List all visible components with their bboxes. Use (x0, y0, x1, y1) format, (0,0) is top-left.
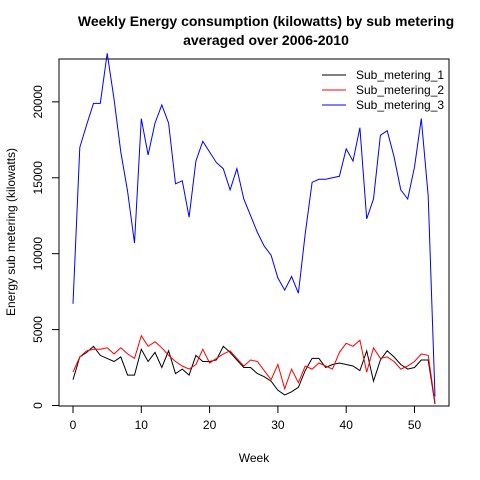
x-tick-label: 30 (271, 418, 285, 432)
x-axis-label: Week (239, 451, 270, 465)
y-axis: 0 5000 10000 15000 20000 (31, 85, 60, 409)
legend-item-2: Sub_metering_2 (322, 83, 444, 97)
y-tick-label: 15000 (31, 161, 45, 195)
x-tick-label: 20 (203, 418, 217, 432)
legend-label: Sub_metering_1 (356, 68, 444, 82)
y-tick-label: 0 (31, 402, 45, 409)
series-line-3 (72, 53, 436, 397)
legend-label: Sub_metering_3 (356, 98, 444, 112)
x-tick-label: 0 (70, 418, 77, 432)
y-axis-label: Energy sub metering (kilowatts) (4, 148, 18, 316)
x-tick-label: 10 (135, 418, 149, 432)
chart-subtitle: averaged over 2006-2010 (183, 32, 349, 48)
series-lines (72, 53, 436, 405)
y-tick-label: 10000 (31, 237, 45, 271)
x-axis: 0 10 20 30 40 50 (70, 405, 422, 432)
legend: Sub_metering_1Sub_metering_2Sub_metering… (322, 68, 444, 112)
legend-label: Sub_metering_2 (356, 83, 444, 97)
legend-item-3: Sub_metering_3 (322, 98, 444, 112)
chart-title: Weekly Energy consumption (kilowatts) by… (78, 13, 454, 29)
x-tick-label: 50 (408, 418, 422, 432)
series-line-1 (72, 345, 436, 405)
y-tick-label: 20000 (31, 85, 45, 119)
x-tick-label: 40 (340, 418, 354, 432)
series-line-2 (72, 334, 436, 403)
y-tick-label: 5000 (31, 316, 45, 343)
legend-item-1: Sub_metering_1 (322, 68, 444, 82)
